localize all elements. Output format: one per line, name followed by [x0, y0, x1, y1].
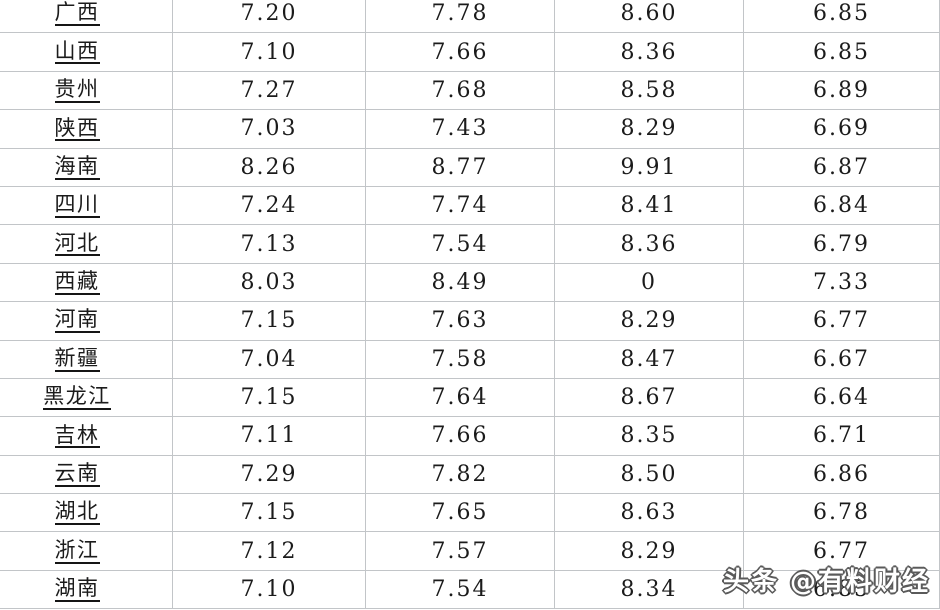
price-cell: 7.63	[366, 302, 555, 341]
province-cell: 河南	[0, 302, 173, 341]
price-cell: 8.36	[555, 33, 744, 72]
price-cell: 7.66	[366, 33, 555, 72]
province-label: 西藏	[54, 269, 100, 295]
price-cell: 6.89	[744, 71, 940, 111]
price-cell: 7.10	[173, 570, 366, 610]
price-cell: 7.20	[173, 0, 366, 34]
province-label: 河南	[54, 307, 100, 334]
province-label: 云南	[54, 461, 100, 487]
province-label: 湖北	[54, 499, 100, 526]
province-label: 广西	[54, 0, 100, 27]
price-cell: 6.79	[744, 225, 940, 264]
price-cell: 9.91	[555, 148, 744, 187]
province-cell: 西藏	[0, 263, 173, 303]
price-cell: 7.43	[366, 110, 555, 149]
province-label: 四川	[54, 192, 100, 218]
price-cell: 6.77	[744, 302, 940, 341]
price-cell: 8.63	[555, 494, 744, 533]
province-label: 海南	[54, 153, 100, 180]
price-cell: 8.29	[555, 532, 744, 571]
province-cell: 山西	[0, 33, 173, 72]
province-cell: 云南	[0, 455, 173, 495]
price-cell: 7.04	[173, 340, 366, 379]
toutiao-watermark: 头条 @有料财经	[722, 567, 930, 597]
price-cell: 7.11	[173, 417, 366, 456]
province-label: 新疆	[54, 345, 100, 372]
price-cell: 8.35	[555, 417, 744, 456]
price-cell: 7.29	[173, 455, 366, 495]
price-cell: 6.86	[744, 455, 940, 495]
price-cell: 8.60	[555, 0, 744, 34]
province-cell: 四川	[0, 186, 173, 226]
price-cell: 7.74	[366, 186, 555, 226]
price-cell: 7.15	[173, 378, 366, 418]
price-cell: 6.85	[744, 33, 940, 72]
price-cell: 7.78	[366, 0, 555, 34]
province-cell: 黑龙江	[0, 378, 173, 418]
province-label: 湖南	[54, 576, 100, 602]
price-cell: 8.26	[173, 148, 366, 187]
price-cell: 6.84	[744, 186, 940, 226]
province-label: 吉林	[54, 422, 100, 449]
province-label: 浙江	[54, 537, 100, 564]
price-cell: 7.82	[366, 455, 555, 495]
price-cell: 6.87	[744, 148, 940, 187]
province-label: 贵州	[54, 77, 100, 103]
price-cell: 6.77	[744, 532, 940, 571]
price-cell: 6.71	[744, 417, 940, 456]
price-cell: 7.27	[173, 71, 366, 111]
price-cell: 8.29	[555, 110, 744, 149]
price-cell: 7.54	[366, 225, 555, 264]
price-cell: 7.65	[366, 494, 555, 533]
price-cell: 8.03	[173, 263, 366, 303]
price-cell: 8.47	[555, 340, 744, 379]
province-cell: 湖北	[0, 494, 173, 533]
province-label: 陕西	[54, 115, 100, 142]
price-cell: 7.10	[173, 33, 366, 72]
province-label: 黑龙江	[43, 384, 111, 410]
price-cell: 6.67	[744, 340, 940, 379]
price-cell: 6.69	[744, 110, 940, 149]
price-cell: 8.49	[366, 263, 555, 303]
price-cell: 6.85	[744, 0, 940, 34]
price-cell: 8.29	[555, 302, 744, 341]
province-cell: 吉林	[0, 417, 173, 456]
price-cell: 7.54	[366, 570, 555, 610]
price-cell: 7.15	[173, 494, 366, 533]
price-cell: 7.58	[366, 340, 555, 379]
price-cell: 7.68	[366, 71, 555, 111]
price-cell: 7.15	[173, 302, 366, 341]
province-cell: 湖南	[0, 570, 173, 610]
price-cell: 7.33	[744, 263, 940, 303]
price-cell: 0	[555, 263, 744, 303]
province-label: 山西	[54, 38, 100, 65]
price-cell: 7.03	[173, 110, 366, 149]
price-cell: 6.64	[744, 378, 940, 418]
province-cell: 广西	[0, 0, 173, 34]
price-cell: 6.78	[744, 494, 940, 533]
price-cell: 8.58	[555, 71, 744, 111]
province-cell: 陕西	[0, 110, 173, 149]
price-cell: 8.67	[555, 378, 744, 418]
price-cell: 8.41	[555, 186, 744, 226]
price-cell: 8.77	[366, 148, 555, 187]
price-cell: 7.24	[173, 186, 366, 226]
price-cell: 7.66	[366, 417, 555, 456]
price-cell: 8.50	[555, 455, 744, 495]
province-cell: 新疆	[0, 340, 173, 379]
price-cell: 7.13	[173, 225, 366, 264]
price-cell: 8.36	[555, 225, 744, 264]
price-cell: 8.34	[555, 570, 744, 610]
province-label: 河北	[54, 230, 100, 257]
province-cell: 海南	[0, 148, 173, 187]
province-cell: 河北	[0, 225, 173, 264]
price-cell: 7.12	[173, 532, 366, 571]
price-cell: 7.57	[366, 532, 555, 571]
province-cell: 浙江	[0, 532, 173, 571]
price-cell: 7.64	[366, 378, 555, 418]
province-cell: 贵州	[0, 71, 173, 111]
